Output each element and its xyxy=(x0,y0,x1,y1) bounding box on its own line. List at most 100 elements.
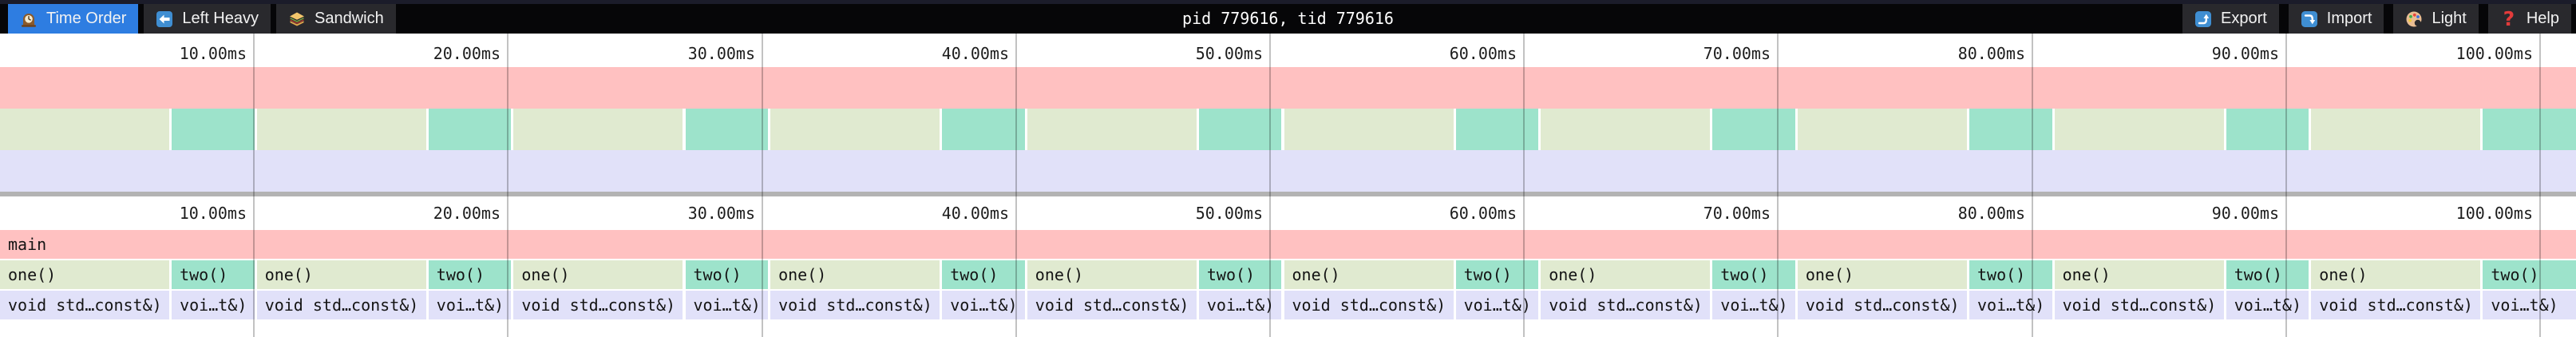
flame-block-leaf-wide[interactable]: void std…const&) xyxy=(770,291,940,319)
minimap-block-one[interactable] xyxy=(1541,109,1711,150)
flame-block-leaf-wide[interactable]: void std…const&) xyxy=(2054,291,2224,319)
tick-label: 80.00ms xyxy=(1957,204,2025,223)
flame-block-leaf-narrow[interactable]: voi…t&) xyxy=(685,291,769,319)
minimap-block-two[interactable] xyxy=(685,109,769,150)
flame-block-leaf-narrow[interactable]: voi…t&) xyxy=(428,291,512,319)
minimap-block-one[interactable] xyxy=(1027,109,1197,150)
minimap-block-two[interactable] xyxy=(1198,109,1282,150)
tab-label: Time Order xyxy=(46,10,127,27)
minimap-block-two[interactable] xyxy=(428,109,512,150)
minimap-block-two[interactable] xyxy=(1969,109,2052,150)
flame-block-leaf-narrow[interactable]: voi…t&) xyxy=(1198,291,1282,319)
flame-block-two[interactable]: two() xyxy=(2483,260,2576,289)
minimap-block-one[interactable] xyxy=(1284,109,1454,150)
frame-label: main xyxy=(8,235,47,254)
flame-block-two[interactable]: two() xyxy=(1198,260,1282,289)
tick-label: 10.00ms xyxy=(179,44,247,63)
flame-block-leaf-narrow[interactable]: voi…t&) xyxy=(1969,291,2052,319)
frame-label: voi…t&) xyxy=(2491,295,2558,315)
frame-label: one() xyxy=(778,265,827,284)
toolbar-actions: Export Import xyxy=(2182,4,2571,34)
minimap-block-two[interactable] xyxy=(172,109,255,150)
help-button[interactable]: ? Help xyxy=(2487,4,2571,34)
frame-label: one() xyxy=(521,265,570,284)
flame-block-leaf-wide[interactable]: void std…const&) xyxy=(1541,291,1711,319)
tab-label: Left Heavy xyxy=(182,10,259,27)
flame-block-two[interactable]: two() xyxy=(428,260,512,289)
flame-block-leaf-narrow[interactable]: voi…t&) xyxy=(2483,291,2576,319)
tab-time-order[interactable]: Time Order xyxy=(8,4,139,34)
theme-toggle-button[interactable]: Light xyxy=(2393,4,2479,34)
tick-label: 50.00ms xyxy=(1195,204,1263,223)
tab-sandwich[interactable]: Sandwich xyxy=(276,4,396,34)
minimap-row-depth1[interactable] xyxy=(0,109,2576,150)
minimap-block-two[interactable] xyxy=(1712,109,1795,150)
flame-block-one[interactable]: one() xyxy=(1541,260,1711,289)
flame-block-one[interactable]: one() xyxy=(770,260,940,289)
tick-label: 60.00ms xyxy=(1449,44,1517,63)
flame-block-leaf-wide[interactable]: void std…const&) xyxy=(1797,291,1967,319)
minimap-block-one[interactable] xyxy=(2054,109,2224,150)
flame-block-leaf-wide[interactable]: void std…const&) xyxy=(1027,291,1197,319)
chart-row-main: main xyxy=(0,230,2576,259)
minimap-block-one[interactable] xyxy=(0,109,170,150)
minimap-block-one[interactable] xyxy=(1797,109,1967,150)
tick-label: 90.00ms xyxy=(2211,204,2279,223)
flame-block-one[interactable]: one() xyxy=(2311,260,2481,289)
flame-block-one[interactable]: one() xyxy=(256,260,426,289)
frame-label: void std…const&) xyxy=(778,295,932,315)
flame-block-leaf-narrow[interactable]: voi…t&) xyxy=(942,291,1025,319)
minimap-block-one[interactable] xyxy=(513,109,683,150)
tab-left-heavy[interactable]: Left Heavy xyxy=(144,4,271,34)
frame-label: two() xyxy=(2234,265,2282,284)
frame-label: two() xyxy=(436,265,485,284)
minimap-row-depth2[interactable] xyxy=(0,150,2576,192)
minimap-block-two[interactable] xyxy=(942,109,1025,150)
tick-label: 20.00ms xyxy=(433,204,501,223)
flame-block-one[interactable]: one() xyxy=(1284,260,1454,289)
flame-block-two[interactable]: two() xyxy=(1969,260,2052,289)
flame-block-one[interactable]: one() xyxy=(0,260,170,289)
import-button[interactable]: Import xyxy=(2288,4,2384,34)
flame-block-leaf-wide[interactable]: void std…const&) xyxy=(1284,291,1454,319)
frame-label: two() xyxy=(693,265,742,284)
tick-label: 70.00ms xyxy=(1703,44,1771,63)
flame-block-two[interactable]: two() xyxy=(2226,260,2309,289)
flame-block-leaf-narrow[interactable]: voi…t&) xyxy=(172,291,255,319)
flame-block-leaf-wide[interactable]: void std…const&) xyxy=(2311,291,2481,319)
flame-block-one[interactable]: one() xyxy=(1797,260,1967,289)
frame-label: voi…t&) xyxy=(1720,295,1788,315)
frame-label: one() xyxy=(1549,265,1597,284)
minimap-row-main[interactable] xyxy=(0,67,2576,109)
minimap-block-leaf[interactable] xyxy=(0,150,2576,192)
frame-label: void std…const&) xyxy=(1549,295,1703,315)
minimap-block-main[interactable] xyxy=(0,67,2576,109)
minimap-block-two[interactable] xyxy=(2483,109,2576,150)
minimap-block-one[interactable] xyxy=(2311,109,2481,150)
frame-label: two() xyxy=(2491,265,2539,284)
flame-block-main[interactable]: main xyxy=(0,230,2576,259)
flame-block-leaf-wide[interactable]: void std…const&) xyxy=(513,291,683,319)
flame-block-one[interactable]: one() xyxy=(2054,260,2224,289)
minimap-block-two[interactable] xyxy=(2226,109,2309,150)
tick-label: 10.00ms xyxy=(179,204,247,223)
flame-block-one[interactable]: one() xyxy=(513,260,683,289)
flame-block-leaf-narrow[interactable]: voi…t&) xyxy=(2226,291,2309,319)
minimap-block-two[interactable] xyxy=(1455,109,1539,150)
flame-block-leaf-wide[interactable]: void std…const&) xyxy=(0,291,170,319)
minimap-block-one[interactable] xyxy=(256,109,426,150)
flame-block-leaf-wide[interactable]: void std…const&) xyxy=(256,291,426,319)
minimap-chart-divider[interactable] xyxy=(0,192,2576,196)
flame-block-leaf-narrow[interactable]: voi…t&) xyxy=(1455,291,1539,319)
frame-label: voi…t&) xyxy=(1463,295,1531,315)
flame-block-two[interactable]: two() xyxy=(685,260,769,289)
flame-block-two[interactable]: two() xyxy=(1712,260,1795,289)
frame-label: void std…const&) xyxy=(1292,295,1446,315)
flame-block-two[interactable]: two() xyxy=(172,260,255,289)
flame-block-leaf-narrow[interactable]: voi…t&) xyxy=(1712,291,1795,319)
flame-block-one[interactable]: one() xyxy=(1027,260,1197,289)
minimap-block-one[interactable] xyxy=(770,109,940,150)
flame-block-two[interactable]: two() xyxy=(942,260,1025,289)
flame-block-two[interactable]: two() xyxy=(1455,260,1539,289)
export-button[interactable]: Export xyxy=(2182,4,2279,34)
